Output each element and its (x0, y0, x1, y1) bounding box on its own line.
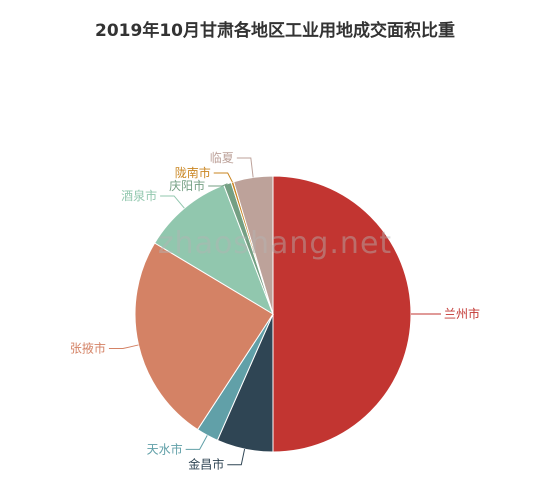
pie-slice[interactable] (233, 175, 274, 315)
slice-label: 天水市 (147, 441, 183, 456)
slice-label: 兰州市 (444, 306, 480, 321)
pie-slices (134, 175, 412, 453)
slice-label: 临夏 (210, 151, 234, 165)
label-leader-line (236, 157, 254, 178)
slice-label: 金昌市 (188, 457, 224, 472)
slice-label: 张掖市 (70, 341, 106, 356)
slice-label: 陇南市 (175, 165, 211, 180)
label-leader-line (208, 183, 228, 187)
watermark-text: zhaoshang.net (157, 226, 393, 261)
slice-label: 酒泉市 (121, 188, 157, 203)
label-leader-line (108, 344, 139, 350)
label-leader-line (185, 435, 208, 450)
chart-title: 2019年10月甘肃各地区工业用地成交面积比重 (95, 21, 455, 41)
slice-label: 庆阳市 (169, 178, 205, 193)
pie-slice[interactable] (272, 175, 412, 453)
label-leader-line (160, 195, 185, 209)
label-leader-line (227, 448, 246, 466)
label-leader-line (213, 172, 233, 183)
